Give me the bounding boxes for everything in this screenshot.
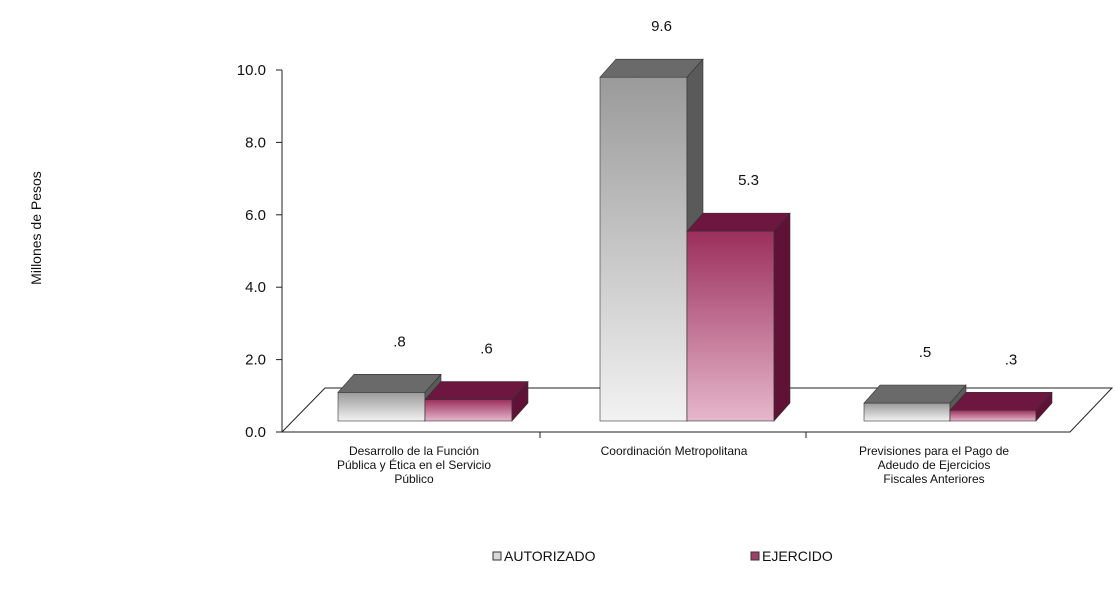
bar-top — [424, 381, 529, 400]
bar-top — [949, 391, 1053, 411]
legend-swatch-autorizado — [492, 551, 502, 561]
data-label: 5.3 — [738, 172, 759, 189]
y-tick-label: 4.0 — [245, 279, 266, 296]
data-label: .5 — [919, 344, 932, 361]
y-tick-label: 10.0 — [237, 62, 266, 79]
bar-side — [511, 380, 529, 422]
bar-top — [599, 58, 704, 78]
y-tick-label: 0.0 — [245, 424, 266, 441]
bar-ejercido-2 — [949, 391, 1053, 422]
bar-top — [337, 374, 442, 393]
legend-label-autorizado: AUTORIZADO — [504, 548, 596, 564]
y-tick-label: 6.0 — [245, 207, 266, 224]
data-label: .6 — [480, 341, 493, 358]
category-label: Público — [394, 472, 434, 486]
y-tick-label: 8.0 — [245, 134, 266, 151]
data-label: .3 — [1005, 351, 1018, 368]
legend-swatch-ejercido — [750, 551, 760, 561]
bar-front — [424, 399, 513, 422]
y-tick-label: 2.0 — [245, 352, 266, 369]
category-label: Pública y Ética en el Servicio — [337, 457, 491, 472]
bar-ejercido-0 — [424, 380, 529, 422]
bar-front — [599, 76, 688, 422]
category-label: Coordinación Metropolitana — [601, 444, 748, 458]
bar-side — [773, 212, 791, 422]
bar-front — [863, 402, 951, 422]
data-label: .8 — [393, 333, 406, 350]
category-label: Adeudo de Ejercicios — [878, 458, 991, 472]
y-axis-title: Millones de Pesos — [28, 171, 44, 285]
data-label: 9.6 — [651, 18, 672, 35]
bar-front — [337, 392, 426, 422]
category-label: Desarrollo de la Función — [349, 444, 479, 458]
bar-front — [686, 230, 775, 422]
bar-top — [686, 212, 791, 232]
bar-side — [1035, 391, 1053, 422]
bar-front — [949, 409, 1037, 422]
category-label: Fiscales Anteriores — [883, 472, 984, 486]
bar-ejercido-1 — [686, 212, 791, 422]
bar-autorizado-0 — [337, 373, 442, 422]
legend-label-ejercido: EJERCIDO — [762, 548, 833, 564]
bar-top — [863, 384, 967, 404]
category-label: Previsiones para el Pago de — [859, 444, 1009, 458]
bar-autorizado-1 — [599, 58, 704, 422]
